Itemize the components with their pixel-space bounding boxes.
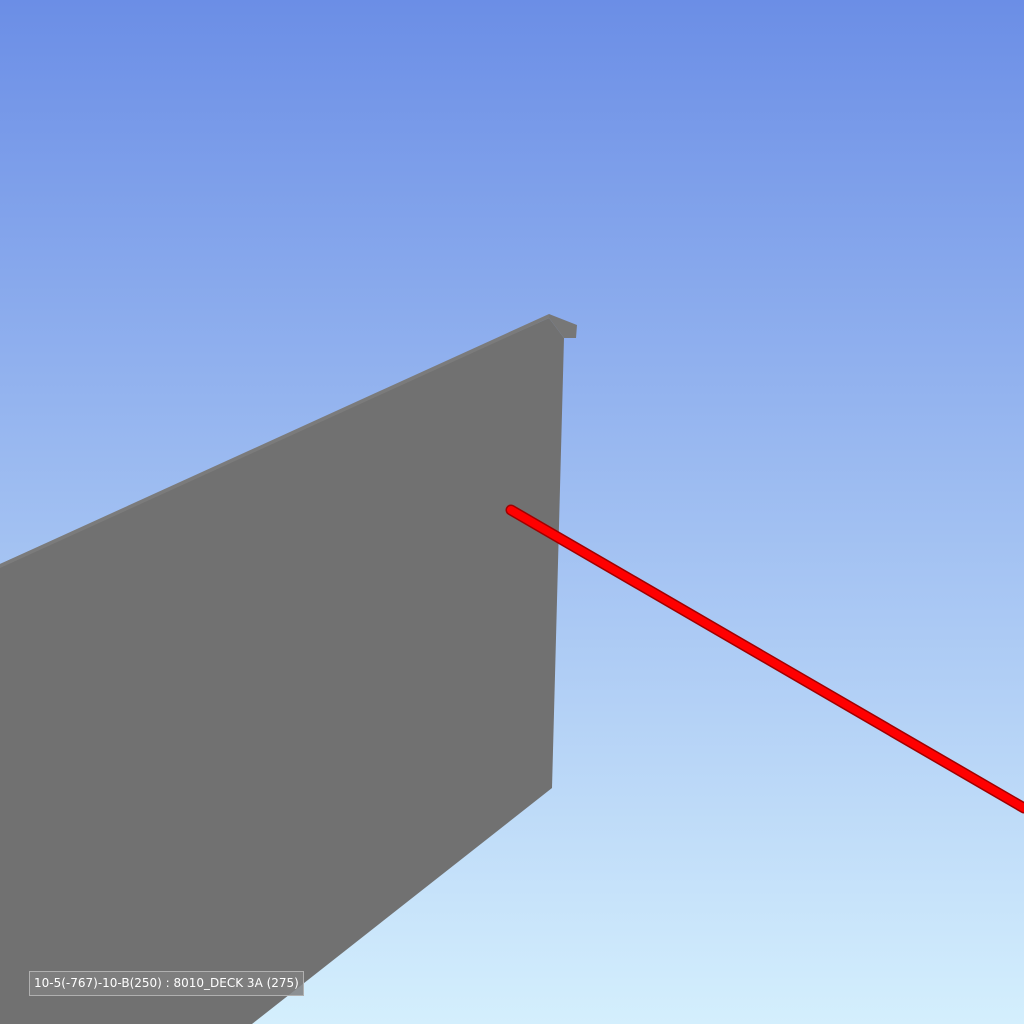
beam-flange[interactable] bbox=[549, 314, 577, 338]
beam-web[interactable] bbox=[0, 318, 564, 1024]
beam-top-edge bbox=[0, 314, 549, 568]
selection-tooltip: 10-5(-767)-10-B(250) : 8010_DECK 3A (275… bbox=[29, 971, 304, 996]
red-member[interactable] bbox=[507, 506, 1024, 812]
